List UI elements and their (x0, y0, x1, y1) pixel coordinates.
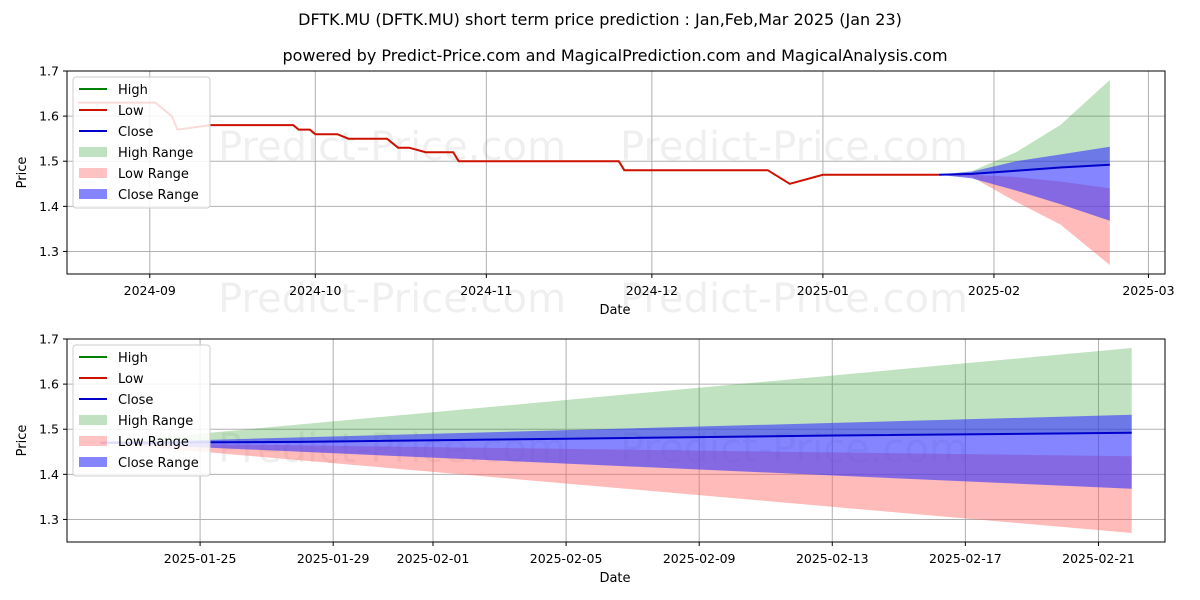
y-axis-label: Price (15, 157, 30, 189)
y-tick-label: 1.5 (39, 422, 59, 437)
legend-swatch-low-range (79, 168, 107, 178)
legend-label: Low Range (118, 435, 189, 450)
x-tick-label: 2025-02 (968, 283, 1020, 298)
chart-panel-2: Predict-Price.comPredict-Price.com1.31.4… (15, 332, 1166, 586)
legend-label: High (118, 351, 148, 366)
legend-label: High (118, 83, 148, 98)
x-tick-label: 2025-02-21 (1062, 551, 1135, 566)
high-range-area (100, 348, 1132, 443)
chart-subtitle: powered by Predict-Price.com and Magical… (282, 46, 947, 65)
legend-swatch-high-range (79, 415, 107, 425)
watermark-text: Predict-Price.com (218, 276, 566, 322)
high-range-area (938, 80, 1110, 175)
legend-label: Low (118, 372, 144, 387)
plot-frame (66, 338, 1166, 543)
x-axis-label: Date (599, 571, 630, 586)
legend: High Low Close High Range Low Range Close Ran… (72, 344, 211, 477)
legend-box (72, 76, 211, 209)
legend-swatch-close-range (79, 457, 107, 467)
legend-box (72, 344, 211, 477)
y-tick-label: 1.6 (39, 109, 59, 124)
x-tick-label: 2025-02-17 (929, 551, 1002, 566)
close-line (100, 431, 1132, 444)
watermark-text: Predict-Price.com (218, 124, 566, 170)
legend-swatch-close-range (79, 189, 107, 199)
y-tick-label: 1.4 (39, 467, 59, 482)
chart-title: DFTK.MU (DFTK.MU) short term price predi… (298, 10, 902, 29)
x-tick-label: 2025-02-13 (796, 551, 869, 566)
x-tick-label: 2025-01-29 (297, 551, 370, 566)
x-tick-label: 2025-01-25 (164, 551, 237, 566)
watermark-text: Predict-Price.com (620, 124, 968, 170)
close-range-area (100, 414, 1132, 489)
close-range-area (938, 146, 1110, 221)
y-tick-label: 1.4 (39, 199, 59, 214)
legend-label: High Range (118, 146, 193, 161)
y-tick-label: 1.5 (39, 154, 59, 169)
x-tick-label: 2025-02-01 (397, 551, 470, 566)
y-tick-label: 1.6 (39, 377, 59, 392)
x-tick-label: 2024-09 (124, 283, 176, 298)
close-line (938, 163, 1110, 176)
legend-label: Close Range (118, 456, 199, 471)
x-tick-label: 2024-11 (460, 283, 512, 298)
legend-label: Low Range (118, 167, 189, 182)
legend-label: Close Range (118, 188, 199, 203)
plot-frame (66, 70, 1166, 275)
legend-label: High Range (118, 414, 193, 429)
y-tick-label: 1.3 (39, 512, 59, 527)
legend-label: Low (118, 104, 144, 119)
y-tick-label: 1.3 (39, 244, 59, 259)
y-axis-label: Price (15, 425, 30, 457)
x-tick-label: 2024-12 (626, 283, 678, 298)
x-axis-label: Date (599, 303, 630, 318)
legend-label: Close (118, 393, 153, 408)
legend-swatch-low-range (79, 436, 107, 446)
x-tick-label: 2024-10 (289, 283, 341, 298)
x-tick-label: 2025-03 (1122, 283, 1174, 298)
x-tick-label: 2025-01 (797, 283, 849, 298)
legend: High Low Close High Range Low Range Close Ran… (72, 76, 211, 209)
watermark-text: Predict-Price.com (620, 276, 968, 322)
chart-panel-1: Predict-Price.com Predict-Price.com Predic… (15, 64, 1175, 323)
y-tick-label: 1.7 (39, 332, 59, 347)
legend-swatch-high-range (79, 147, 107, 157)
legend-label: Close (118, 125, 153, 140)
x-tick-label: 2025-02-09 (663, 551, 736, 566)
y-tick-label: 1.7 (39, 64, 59, 79)
x-tick-label: 2025-02-05 (530, 551, 603, 566)
